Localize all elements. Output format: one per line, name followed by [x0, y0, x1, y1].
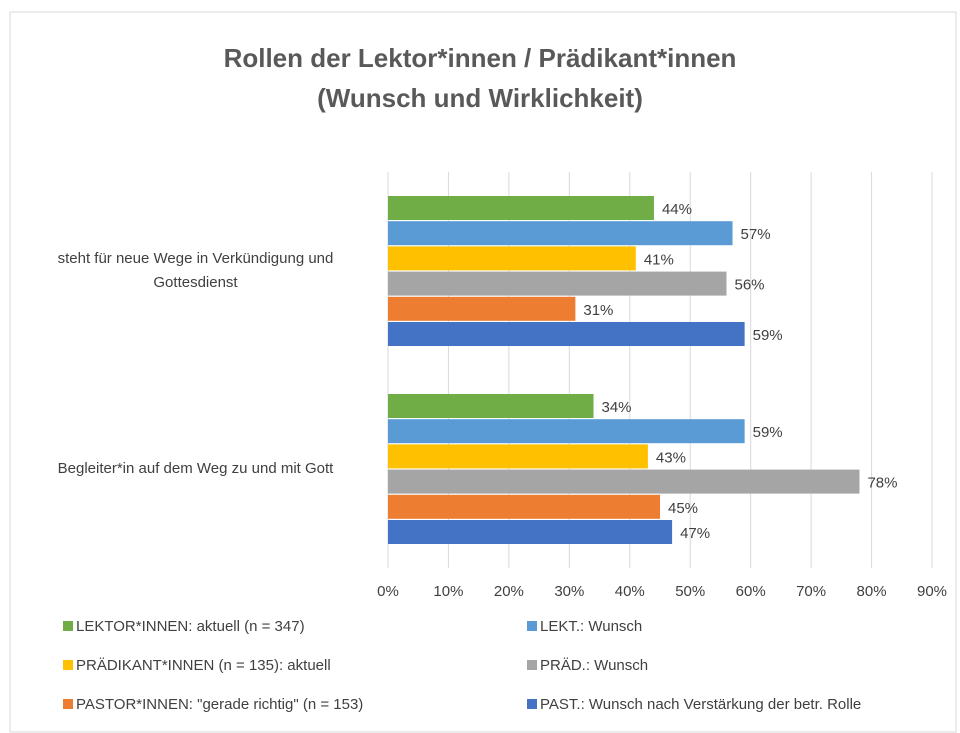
x-tick-label: 20% — [494, 583, 524, 600]
x-tick-label: 30% — [554, 583, 584, 600]
legend-swatch — [527, 699, 537, 709]
data-label: 43% — [656, 449, 686, 466]
x-tick-label: 0% — [377, 583, 399, 600]
bar — [388, 271, 727, 296]
data-label: 59% — [753, 327, 783, 344]
data-label: 41% — [644, 251, 674, 268]
bar — [388, 246, 636, 271]
bar — [388, 221, 733, 246]
legend-label: LEKT.: Wunsch — [540, 618, 642, 635]
legend-label: LEKTOR*INNEN: aktuell (n = 347) — [76, 618, 305, 635]
legend-label: PRÄD.: Wunsch — [540, 657, 648, 674]
data-label: 31% — [583, 302, 613, 319]
legend-label: PAST.: Wunsch nach Verstärkung der betr.… — [540, 696, 861, 713]
x-tick-label: 80% — [857, 583, 887, 600]
category-label: Begleiter*in auf dem Weg zu und mit Gott — [57, 460, 334, 477]
data-label: 56% — [734, 277, 764, 294]
bar — [388, 444, 648, 469]
legend-label: PRÄDIKANT*INNEN (n = 135): aktuell — [76, 657, 331, 674]
bar — [388, 494, 660, 519]
legend-swatch — [527, 660, 537, 670]
bar — [388, 520, 673, 544]
chart-frame — [9, 11, 957, 733]
x-tick-label: 60% — [736, 583, 766, 600]
data-label: 34% — [602, 399, 632, 416]
bar — [388, 394, 594, 418]
legend-swatch — [63, 699, 73, 709]
data-label: 59% — [753, 424, 783, 441]
category-label: steht für neue Wege in Verkündigung und … — [57, 250, 334, 291]
bar — [388, 196, 654, 220]
data-label: 45% — [668, 500, 698, 517]
legend-swatch — [527, 621, 537, 631]
x-tick-label: 40% — [615, 583, 645, 600]
bar — [388, 469, 860, 494]
x-tick-label: 70% — [796, 583, 826, 600]
x-tick-label: 90% — [917, 583, 947, 600]
x-tick-label: 10% — [433, 583, 463, 600]
bar — [388, 419, 745, 444]
chart-title: Rollen der Lektor*innen / Prädikant*inne… — [223, 43, 737, 113]
bar — [388, 296, 576, 321]
x-tick-label: 50% — [675, 583, 705, 600]
data-label: 78% — [867, 475, 897, 492]
data-label: 57% — [741, 226, 771, 243]
data-label: 44% — [662, 201, 692, 218]
bar — [388, 322, 745, 346]
data-label: 47% — [680, 525, 710, 542]
legend-swatch — [63, 660, 73, 670]
legend-swatch — [63, 621, 73, 631]
legend-label: PASTOR*INNEN: "gerade richtig" (n = 153) — [76, 696, 363, 713]
